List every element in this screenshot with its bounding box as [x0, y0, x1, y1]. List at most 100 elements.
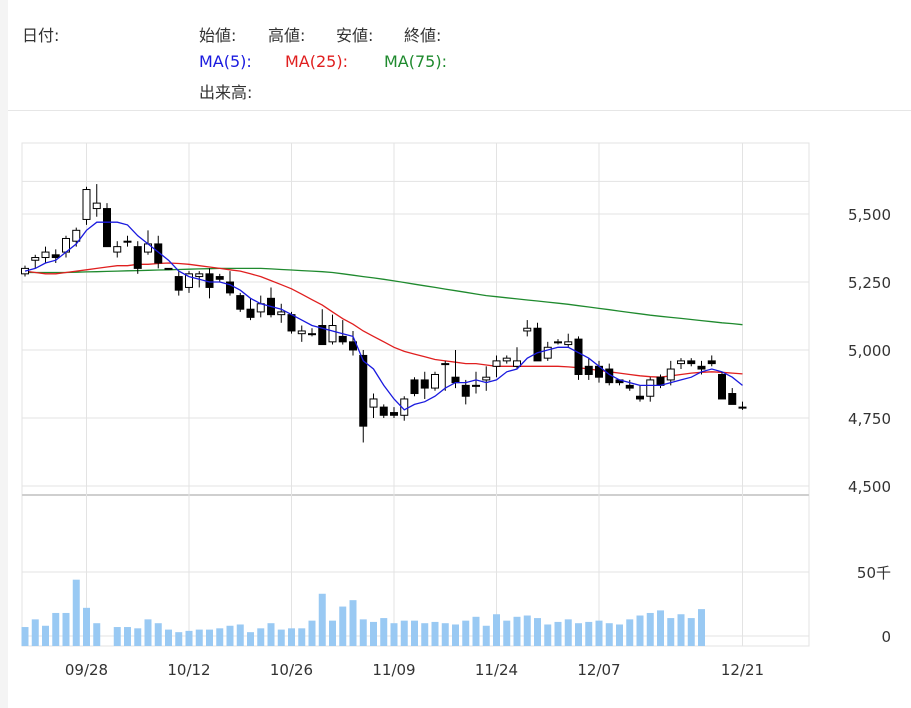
volume-bar — [93, 623, 101, 646]
volume-bar — [400, 620, 408, 646]
date-tick-label: 11/24 — [475, 661, 518, 679]
volume-bar — [534, 618, 541, 646]
price-tick-label: 5,250 — [848, 274, 891, 292]
volume-bar — [308, 620, 316, 646]
volume-bar — [564, 619, 572, 646]
candle-up — [482, 376, 491, 381]
candle-down — [154, 243, 163, 264]
volume-bar — [257, 628, 265, 646]
volume-bar — [380, 618, 388, 646]
candle-up — [738, 406, 747, 409]
volume-bar — [585, 621, 593, 646]
volume-bar — [298, 628, 306, 646]
volume-label: 出来高: — [199, 83, 253, 102]
candle-down — [461, 384, 470, 397]
candle-down — [226, 281, 234, 294]
candle-down — [174, 276, 183, 291]
volume-bar — [677, 614, 685, 646]
volume-bar — [83, 607, 90, 646]
volume-bar — [277, 629, 285, 646]
volume-bar — [144, 619, 152, 646]
volume-bar — [421, 623, 429, 646]
volume-bar — [390, 623, 398, 646]
price-tick-label: 4,500 — [848, 478, 891, 496]
volume-bar — [124, 627, 131, 646]
candle-up — [369, 398, 378, 408]
volume-bar — [154, 623, 162, 646]
candle-down — [636, 395, 644, 400]
candle-down — [205, 273, 214, 288]
date-tick-label: 09/28 — [65, 661, 108, 679]
volume-bar — [185, 630, 193, 646]
volume-bar — [288, 628, 295, 646]
candle-up — [441, 363, 450, 366]
candle-up — [523, 327, 532, 332]
volume-bar — [165, 629, 172, 646]
volume-bar — [267, 623, 275, 646]
open-label: 始値: — [199, 26, 237, 45]
candle-down — [51, 254, 60, 259]
volume-bar — [452, 624, 459, 646]
candle-up — [92, 202, 101, 210]
candle-up — [185, 273, 193, 288]
volume-bar — [523, 615, 531, 646]
volume-bar — [503, 620, 511, 646]
candle-down — [574, 338, 583, 375]
candle-down — [390, 412, 398, 416]
candlesticks — [21, 184, 747, 443]
price-tick-label: 5,500 — [848, 206, 891, 224]
candle-up — [113, 246, 122, 253]
ma5-label: MA(5): — [199, 52, 252, 71]
candle-up — [123, 240, 132, 243]
date-tick-label: 10/12 — [167, 661, 210, 679]
ma5-line — [24, 221, 743, 411]
candle-up — [666, 368, 675, 381]
candle-down — [420, 379, 429, 389]
volume-bar — [544, 624, 552, 646]
volume-tick-label: 0 — [881, 628, 891, 646]
candle-down — [451, 376, 460, 384]
candle-down — [533, 327, 542, 362]
candle-up — [543, 346, 552, 359]
candle-down — [697, 365, 706, 370]
volume-bar — [575, 623, 582, 646]
candle-down — [246, 308, 255, 318]
volume-bar — [411, 620, 418, 646]
volume-bar — [513, 616, 521, 646]
volume-bar — [62, 612, 70, 646]
candle-down — [215, 276, 224, 280]
volume-tick-label: 50千 — [857, 564, 891, 582]
volume-bar — [318, 593, 326, 646]
date-tick-label: 11/09 — [372, 661, 415, 679]
candle-down — [707, 360, 716, 365]
volume-bar — [646, 612, 654, 646]
candle-up — [400, 398, 409, 416]
candle-up — [328, 325, 337, 343]
volume-bar — [175, 632, 183, 646]
candle-up — [277, 311, 286, 316]
volume-bar — [472, 616, 480, 646]
header-divider — [8, 110, 911, 111]
candle-up — [21, 267, 29, 275]
volume-bar — [42, 625, 49, 646]
candle-up — [492, 360, 501, 367]
volume-bar — [370, 621, 377, 646]
candle-down — [379, 406, 388, 416]
candle-up — [195, 273, 204, 278]
candle-down — [318, 325, 327, 346]
volume-bar — [349, 600, 357, 646]
ma25-series — [24, 262, 743, 378]
volume-bar — [226, 625, 234, 646]
candle-up — [554, 341, 562, 344]
volume-bar — [626, 619, 634, 646]
candle-up — [564, 341, 573, 346]
candle-down — [584, 365, 593, 375]
candle-up — [164, 267, 173, 270]
volume-bar — [195, 629, 203, 646]
volume-bar — [216, 628, 224, 646]
volume-bar — [72, 579, 80, 646]
volume-bar — [134, 628, 142, 646]
ma25-label: MA(25): — [285, 52, 348, 71]
candle-up — [41, 251, 50, 259]
axes: 5,500 5,250 5,000 4,750 4,500 50千 0 09/28 10/12 1… — [65, 206, 891, 679]
